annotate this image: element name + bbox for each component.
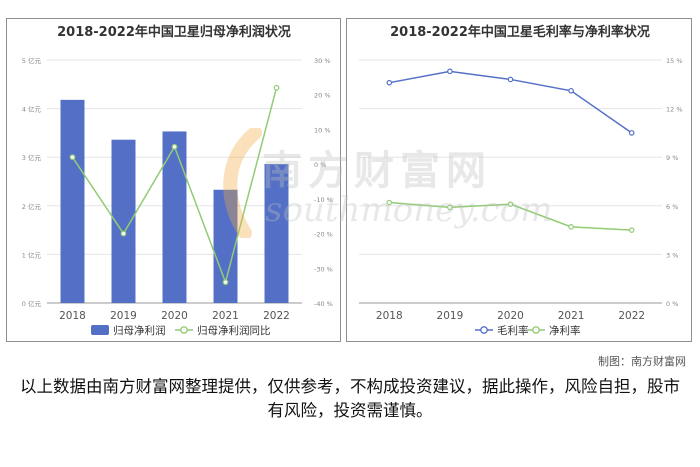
legend-label: 净利率 <box>549 324 581 337</box>
legend-label-line: 归母净利润同比 <box>197 324 271 337</box>
point-yoy <box>273 84 280 91</box>
y-right-tick-label: 12 % <box>666 106 683 114</box>
bar-net-profit <box>213 189 238 303</box>
point-net-margin <box>386 199 393 206</box>
y-right-tick-label: -20 % <box>314 231 333 239</box>
y-right-tick-label: 10 % <box>314 126 331 134</box>
y-right-tick-label: 15 % <box>666 57 683 65</box>
y-right-tick-label: 20 % <box>314 92 331 100</box>
y-right-tick-label: -40 % <box>314 300 333 308</box>
x-tick-label: 2020 <box>161 310 188 322</box>
x-tick-label: 2018 <box>59 310 86 322</box>
y-right-tick-label: 3 % <box>666 251 678 259</box>
legend-label: 毛利率 <box>497 324 529 337</box>
disclaimer-text: 以上数据由南方财富网整理提供，仅供参考，不构成投资建议，据此操作，风险自担，股市… <box>20 377 680 420</box>
x-tick-label: 2022 <box>618 310 645 322</box>
legend-marker-line <box>180 326 188 334</box>
y-right-tick-label: 30 % <box>314 57 331 65</box>
legend-marker-line <box>480 326 488 334</box>
legend-label-bar: 归母净利润 <box>113 324 166 337</box>
point-gross-margin <box>386 79 393 86</box>
net-profit-chart: 2018-2022年中国卫星归母净利润状况 0 亿元 1 亿元 2 亿元 3 亿元 4 亿… <box>22 24 333 337</box>
x-tick-label: 2019 <box>110 310 137 322</box>
legend-swatch-bar <box>91 325 109 335</box>
y-right-tick-label: -10 % <box>314 196 333 204</box>
point-net-margin <box>568 224 574 230</box>
point-net-margin <box>628 227 635 233</box>
y-right-tick-label: 6 % <box>666 203 678 211</box>
y-left-tick-label: 0 亿元 <box>22 299 42 308</box>
y-left-tick-label: 5 亿元 <box>22 56 42 65</box>
point-gross-margin <box>447 68 453 75</box>
point-net-margin <box>447 204 453 211</box>
y-left-tick-label: 3 亿元 <box>22 153 42 162</box>
x-tick-label: 2019 <box>437 310 464 322</box>
point-gross-margin <box>507 76 514 83</box>
x-tick-label: 2022 <box>263 310 290 322</box>
left-chart-panel: 2018-2022年中国卫星归母净利润状况 0 亿元 1 亿元 2 亿元 3 亿元 4 亿… <box>6 18 341 342</box>
chart-credit: 制图：南方财富网 <box>598 355 686 368</box>
x-tick-label: 2018 <box>376 310 403 322</box>
legend-marker-line <box>532 326 540 334</box>
watermark-en: southmoney.com <box>265 190 553 230</box>
margin-chart: 2018-2022年中国卫星毛利率与净利率状况 0 % 3 % 6 % 9 % 12 % 1… <box>359 24 683 337</box>
y-right-tick-label: 0 % <box>314 161 326 169</box>
point-yoy <box>171 143 178 150</box>
y-right-tick-label: -30 % <box>314 265 333 273</box>
bar-net-profit <box>60 99 85 304</box>
point-yoy <box>69 154 76 161</box>
watermark-cn: 南方财富网 <box>262 147 492 194</box>
bar-net-profit <box>162 131 187 303</box>
chart-title: 2018-2022年中国卫星毛利率与净利率状况 <box>390 24 650 40</box>
y-left-tick-label: 1 亿元 <box>22 250 42 259</box>
x-tick-label: 2020 <box>497 310 524 322</box>
y-right-tick-label: 0 % <box>666 300 678 308</box>
x-tick-label: 2021 <box>558 310 585 322</box>
point-gross-margin <box>568 87 574 94</box>
right-chart-panel: 2018-2022年中国卫星毛利率与净利率状况 0 % 3 % 6 % 9 % 12 % 1… <box>346 18 692 342</box>
point-net-margin <box>507 201 514 207</box>
y-left-tick-label: 2 亿元 <box>22 202 42 211</box>
bar-net-profit <box>264 164 289 303</box>
x-tick-label: 2021 <box>212 310 239 322</box>
point-gross-margin <box>628 130 635 136</box>
point-yoy <box>222 279 229 286</box>
point-yoy <box>120 230 127 237</box>
chart-title: 2018-2022年中国卫星归母净利润状况 <box>57 24 291 40</box>
y-left-tick-label: 4 亿元 <box>22 105 42 114</box>
y-right-tick-label: 9 % <box>666 154 678 162</box>
